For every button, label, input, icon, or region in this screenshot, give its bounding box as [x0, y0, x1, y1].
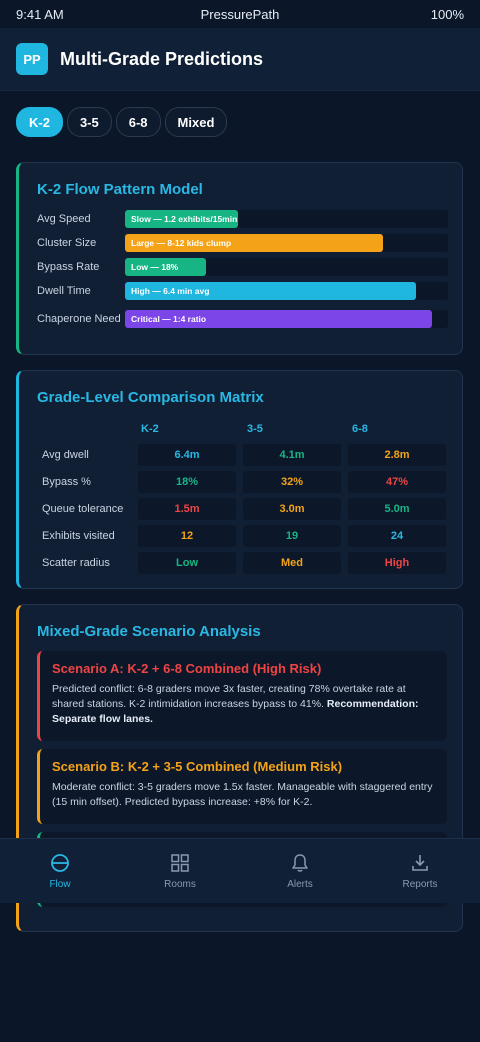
bottom-nav: Flow Rooms Alerts Reports — [0, 838, 480, 903]
matrix-cell: 2.8m — [348, 444, 446, 466]
tab-6-8[interactable]: 6-8 — [115, 107, 161, 137]
nav-reports[interactable]: Reports — [360, 839, 480, 903]
nav-alerts[interactable]: Alerts — [240, 839, 360, 903]
scenario-a-body: Predicted conflict: 6-8 graders move 3x … — [52, 682, 435, 727]
comparison-title: Grade-Level Comparison Matrix — [37, 389, 264, 406]
nav-rooms-label: Rooms — [164, 878, 196, 890]
nav-reports-label: Reports — [402, 878, 438, 890]
scenario-a-card: Scenario A: K-2 + 6-8 Combined (High Ris… — [37, 651, 447, 741]
tab-mixed[interactable]: Mixed — [164, 107, 228, 137]
scenario-b-text: Moderate conflict: 3-5 graders move 1.5x… — [52, 781, 433, 808]
matrix-row: Exhibits visited 12 19 24 — [37, 525, 449, 547]
matrix-row: Scatter radius Low Med High — [37, 552, 449, 574]
metric-bar-track: Low — 18% — [125, 258, 448, 276]
matrix-cell: 1.5m — [138, 498, 236, 520]
scenario-a-text: Predicted conflict: 6-8 graders move 3x … — [52, 683, 406, 710]
scenario-a-title: Scenario A: K-2 + 6-8 Combined (High Ris… — [52, 661, 322, 676]
metric-bar-track: Large — 8-12 kids clump — [125, 234, 448, 252]
metric-row: Avg Speed Slow — 1.2 exhibits/15min — [37, 209, 449, 229]
metric-label: Chaperone Need — [37, 313, 121, 325]
matrix-cell: 6.4m — [138, 444, 236, 466]
bell-icon — [292, 853, 308, 872]
metric-bar-fill: Critical — 1:4 ratio — [125, 310, 432, 328]
matrix-cell: High — [348, 552, 446, 574]
nav-rooms[interactable]: Rooms — [120, 839, 240, 903]
metric-bar-track: Slow — 1.2 exhibits/15min — [125, 210, 448, 228]
matrix-cell: 18% — [138, 471, 236, 493]
matrix-cell: 24 — [348, 525, 446, 547]
page-title: Multi-Grade Predictions — [60, 48, 264, 69]
scenario-b-card: Scenario B: K-2 + 3-5 Combined (Medium R… — [37, 749, 447, 824]
status-app-name: PressurePath — [200, 6, 280, 22]
column-header-3-5: 3-5 — [247, 423, 263, 435]
metric-label: Bypass Rate — [37, 261, 100, 273]
flow-icon — [51, 853, 69, 872]
scenario-a-recommendation: Recommendation: Separate flow lanes. — [52, 698, 419, 725]
metric-row: Chaperone Need Critical — 1:4 ratio — [37, 309, 449, 329]
metric-bar-track: High — 6.4 min avg — [125, 282, 448, 300]
matrix-row: Queue tolerance 1.5m 3.0m 5.0m — [37, 498, 449, 520]
grid-icon — [171, 853, 189, 872]
status-time: 9:41 AM — [16, 6, 64, 22]
metric-bar-fill: Low — 18% — [125, 258, 206, 276]
scenario-b-body: Moderate conflict: 3-5 graders move 1.5x… — [52, 780, 435, 810]
metric-bar-track: Critical — 1:4 ratio — [125, 310, 448, 328]
metric-label: Avg Speed — [37, 213, 91, 225]
matrix-row-label: Bypass % — [42, 476, 91, 488]
status-battery: 100% — [430, 6, 464, 22]
metric-row: Bypass Rate Low — 18% — [37, 257, 449, 277]
matrix-row-label: Scatter radius — [42, 557, 110, 569]
matrix-cell: 47% — [348, 471, 446, 493]
nav-flow-label: Flow — [49, 878, 71, 890]
column-header-6-8: 6-8 — [352, 423, 368, 435]
matrix-cell: 32% — [243, 471, 341, 493]
tab-3-5[interactable]: 3-5 — [66, 107, 112, 137]
status-bar: 9:41 AM PressurePath 100% — [0, 0, 480, 28]
flow-model-card: K-2 Flow Pattern Model Avg Speed Slow — … — [16, 162, 463, 355]
matrix-row: Avg dwell 6.4m 4.1m 2.8m — [37, 444, 449, 466]
metric-label: Dwell Time — [37, 285, 91, 297]
metric-row: Cluster Size Large — 8-12 kids clump — [37, 233, 449, 253]
download-icon — [412, 854, 428, 871]
matrix-row-label: Exhibits visited — [42, 530, 115, 542]
matrix-cell: Med — [243, 552, 341, 574]
matrix-cell: 5.0m — [348, 498, 446, 520]
metric-row: Dwell Time High — 6.4 min avg — [37, 281, 449, 301]
app-logo: PP — [16, 43, 48, 75]
matrix-row-label: Queue tolerance — [42, 503, 124, 515]
matrix-cell: 19 — [243, 525, 341, 547]
matrix-row: Bypass % 18% 32% 47% — [37, 471, 449, 493]
metric-label: Cluster Size — [37, 237, 97, 249]
metric-bar-fill: Slow — 1.2 exhibits/15min — [125, 210, 239, 228]
tab-k-2[interactable]: K-2 — [16, 107, 63, 137]
nav-alerts-label: Alerts — [287, 878, 313, 890]
metric-bar-fill: High — 6.4 min avg — [125, 282, 416, 300]
comparison-matrix-card: Grade-Level Comparison Matrix K-2 3-5 6-… — [16, 370, 463, 589]
matrix-cell: 12 — [138, 525, 236, 547]
metric-bar-fill: Large — 8-12 kids clump — [125, 234, 384, 252]
flow-model-title: K-2 Flow Pattern Model — [37, 181, 203, 198]
column-header-k-2: K-2 — [141, 423, 159, 435]
nav-flow[interactable]: Flow — [0, 839, 120, 903]
matrix-row-label: Avg dwell — [42, 449, 89, 461]
app-header: PP Multi-Grade Predictions — [0, 28, 480, 91]
scenario-b-title: Scenario B: K-2 + 3-5 Combined (Medium R… — [52, 759, 343, 774]
matrix-cell: 3.0m — [243, 498, 341, 520]
scenario-analysis-title: Mixed-Grade Scenario Analysis — [37, 623, 261, 640]
matrix-cell: 4.1m — [243, 444, 341, 466]
grade-tabs: K-2 3-5 6-8 Mixed — [16, 107, 228, 137]
matrix-cell: Low — [138, 552, 236, 574]
